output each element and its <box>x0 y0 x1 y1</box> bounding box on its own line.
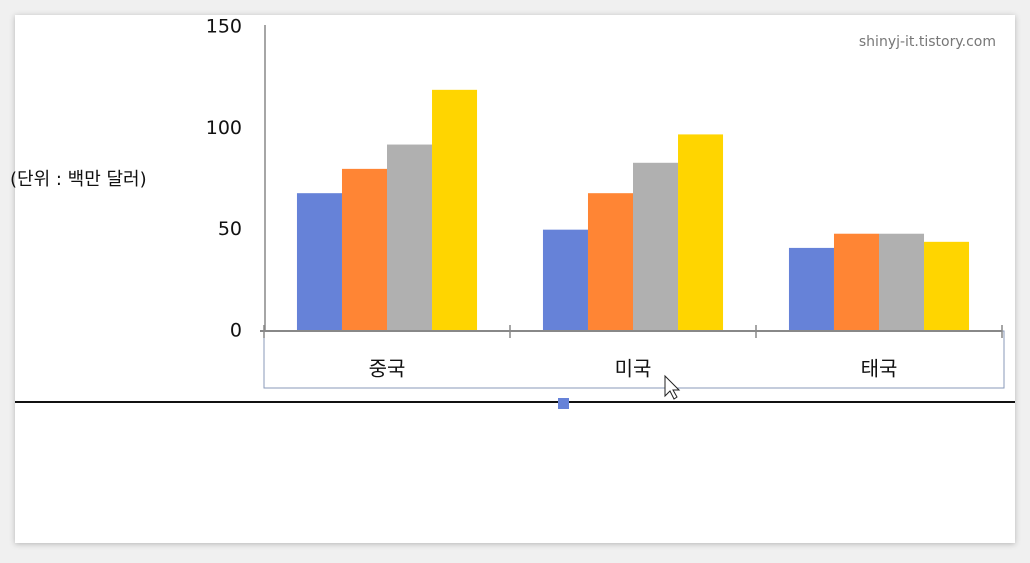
x-tick-label: 미국 <box>615 357 652 381</box>
x-tick-label: 태국 <box>861 357 898 381</box>
cursor <box>664 374 681 400</box>
watermark: shinyj-it.tistory.com <box>859 34 996 50</box>
bar <box>387 144 433 331</box>
x-tick-label: 중국 <box>369 357 406 381</box>
y-tick-label: 50 <box>218 218 242 240</box>
y-tick-label: 100 <box>206 117 242 139</box>
y-tick-label: 0 <box>230 320 242 342</box>
bar <box>633 162 679 331</box>
bar <box>678 134 724 331</box>
bar <box>788 247 834 331</box>
bar <box>924 241 970 331</box>
plot-area: 0 50 100 150 중국 미국 태국 <box>206 16 1003 381</box>
resize-handle[interactable] <box>558 398 569 409</box>
bar <box>587 193 633 331</box>
bar <box>542 229 588 331</box>
y-tick-label: 150 <box>206 16 242 38</box>
bar <box>833 233 879 331</box>
bar <box>296 193 342 331</box>
bar <box>432 89 478 332</box>
bar <box>341 168 387 331</box>
y-axis-label: (단위 : 백만 달러) <box>10 169 147 190</box>
bar <box>879 233 925 331</box>
